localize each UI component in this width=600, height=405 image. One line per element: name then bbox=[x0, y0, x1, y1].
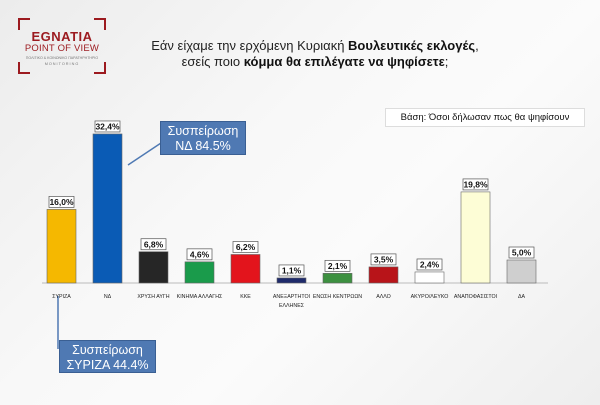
bar bbox=[46, 209, 77, 284]
category-label: ΚΙΝΗΜΑ ΑΛΛΑΓΗΣ bbox=[177, 294, 223, 300]
data-label-box bbox=[324, 259, 351, 272]
callout-nd-cohesion: Συσπείρωση ΝΔ 84.5% bbox=[160, 121, 246, 155]
data-label-box bbox=[232, 241, 259, 253]
bar bbox=[506, 259, 537, 284]
bar bbox=[276, 277, 307, 284]
bar bbox=[368, 266, 399, 284]
question-text: , bbox=[475, 38, 479, 53]
bar bbox=[92, 133, 123, 284]
category-label: ΑΚΥΡΟ/ΛΕΥΚΟ bbox=[411, 294, 449, 300]
category-label: ΚΚΕ bbox=[240, 294, 251, 300]
category-label: ΑΛΛΟ bbox=[376, 294, 391, 300]
bar bbox=[138, 251, 169, 284]
callout-label: Συσπείρωση bbox=[72, 343, 143, 357]
logo-subtitle: POINT OF VIEW bbox=[24, 43, 100, 54]
logo-corner bbox=[94, 62, 106, 74]
bar bbox=[460, 191, 491, 284]
data-label: 2,1% bbox=[328, 261, 348, 271]
data-label-box bbox=[140, 238, 167, 251]
data-label-box bbox=[462, 178, 489, 191]
callout-value: ΝΔ 84.5% bbox=[175, 139, 231, 153]
logo-tagline: ΠΟΛΙΤΙΚΟ & ΚΟΙΝΩΝΙΚΟ ΠΑΡΑΤΗΡΗΤΗΡΙΟ bbox=[25, 56, 99, 60]
data-label: 2,4% bbox=[420, 260, 440, 270]
callout-connector-nd bbox=[127, 140, 165, 166]
category-label: ΑΝΕΞΑΡΤΗΤΟΙ bbox=[273, 294, 310, 300]
bar bbox=[414, 271, 445, 284]
callout-value: ΣΥΡΙΖΑ 44.4% bbox=[66, 358, 149, 372]
logo-brand: EGNATIA bbox=[31, 29, 93, 44]
question-emphasis: κόμμα θα επιλέγατε να ψηφίσετε bbox=[243, 54, 445, 69]
data-label: 4,6% bbox=[190, 249, 210, 259]
data-label: 6,2% bbox=[236, 242, 256, 252]
question-text: Εάν είχαμε την ερχόμενη Κυριακή bbox=[151, 38, 349, 53]
question-emphasis: Βουλευτικές εκλογές bbox=[348, 38, 476, 53]
data-label: 19,8% bbox=[463, 180, 488, 190]
category-label: ΝΔ bbox=[104, 294, 112, 300]
base-note: Βάση: Όσοι δήλωσαν πως θα ψηφίσουν bbox=[385, 108, 585, 127]
question-title: Εάν είχαμε την ερχόμενη Κυριακή Βουλευτι… bbox=[120, 38, 510, 70]
category-label: ΑΝΑΠΟΦΑΣΙΣΤΟΙ bbox=[454, 294, 497, 300]
bar bbox=[230, 254, 261, 284]
question-text: ; bbox=[444, 54, 449, 69]
data-label-box bbox=[508, 246, 535, 259]
callout-syriza-cohesion: Συσπείρωση ΣΥΡΙΖΑ 44.4% bbox=[59, 340, 156, 373]
bar bbox=[322, 273, 353, 284]
data-label-box bbox=[278, 264, 305, 277]
data-label-box bbox=[370, 253, 397, 266]
data-label: 5,0% bbox=[512, 248, 532, 258]
category-label: ΕΛΛΗΝΕΣ bbox=[279, 303, 305, 309]
data-label: 6,8% bbox=[144, 239, 164, 249]
data-label-box bbox=[186, 248, 213, 261]
data-label: 32,4% bbox=[95, 122, 120, 132]
logo: EGNATIA POINT OF VIEW ΠΟΛΙΤΙΚΟ & ΚΟΙΝΩΝΙ… bbox=[18, 18, 106, 74]
data-label: 3,5% bbox=[374, 255, 394, 265]
category-label: ΕΝΩΣΗ ΚΕΝΤΡΩΩΝ bbox=[313, 294, 362, 300]
data-label-box bbox=[48, 196, 75, 208]
data-label: 1,1% bbox=[282, 266, 302, 276]
callout-label: Συσπείρωση bbox=[167, 124, 239, 138]
question-text: εσείς ποιο bbox=[181, 54, 244, 69]
data-label: 16,0% bbox=[49, 197, 74, 207]
category-label: ΔΑ bbox=[518, 294, 526, 300]
logo-corner bbox=[18, 62, 30, 74]
data-label-box bbox=[416, 258, 443, 271]
logo-corner bbox=[94, 18, 106, 30]
logo-monitoring: MONITORING bbox=[44, 62, 80, 66]
bar bbox=[184, 261, 215, 284]
category-label: ΣΥΡΙΖΑ bbox=[52, 294, 71, 300]
logo-corner bbox=[18, 18, 30, 30]
data-label-box bbox=[94, 120, 121, 133]
category-label: ΧΡΥΣΗ ΑΥΓΗ bbox=[137, 294, 169, 300]
